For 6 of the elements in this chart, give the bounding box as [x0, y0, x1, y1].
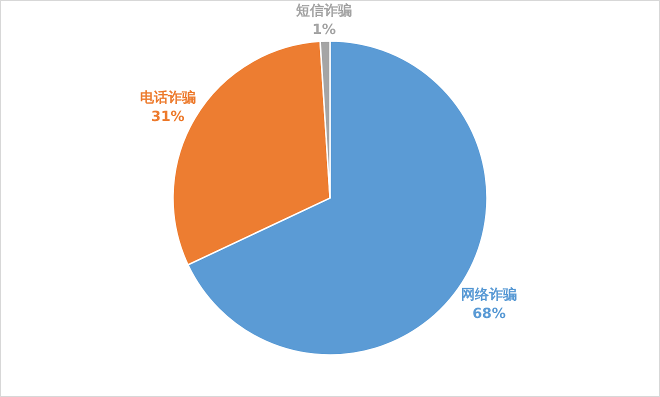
data-label: 1%	[312, 22, 336, 38]
data-label: 31%	[151, 108, 185, 125]
slice-label: 电话诈骗	[140, 89, 196, 106]
slice-label: 短信诈骗	[295, 2, 352, 19]
data-label: 68%	[472, 306, 506, 322]
slice-label: 网络诈骗	[461, 286, 518, 303]
